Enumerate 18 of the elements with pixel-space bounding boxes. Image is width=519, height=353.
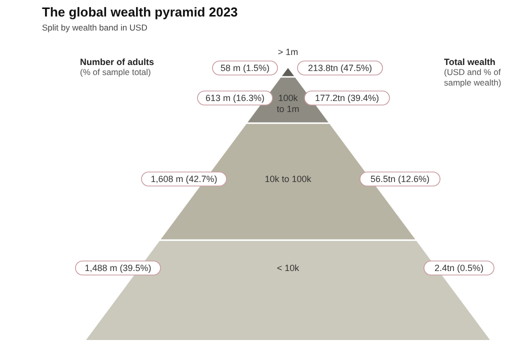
category-label: 100k to 1m: [276, 93, 300, 114]
text: (% of sample total): [80, 67, 152, 77]
data-label: 613 m (16.3%): [205, 93, 265, 103]
text: Split by wealth band in USD: [42, 22, 148, 32]
text: Number of adults: [80, 57, 154, 67]
data-label: 2.4tn (0.5%): [434, 263, 484, 273]
data-label: 1,608 m (42.7%): [150, 174, 218, 184]
data-label: 177.2tn (39.4%): [314, 93, 380, 103]
text: (USD and % of sample wealth): [444, 67, 502, 88]
data-label: 1,488 m (39.5%): [84, 263, 152, 273]
data-label: 58 m (1.5%): [220, 63, 270, 73]
text: Total wealth: [444, 57, 496, 67]
data-label: 213.8tn (47.5%): [308, 63, 372, 73]
category-label: 10k to 100k: [264, 174, 312, 184]
category-label: < 10k: [276, 263, 300, 273]
text: The global wealth pyramid 2023: [42, 4, 238, 20]
category-label: > 1m: [278, 47, 298, 57]
data-label: 56.5tn (12.6%): [370, 174, 430, 184]
